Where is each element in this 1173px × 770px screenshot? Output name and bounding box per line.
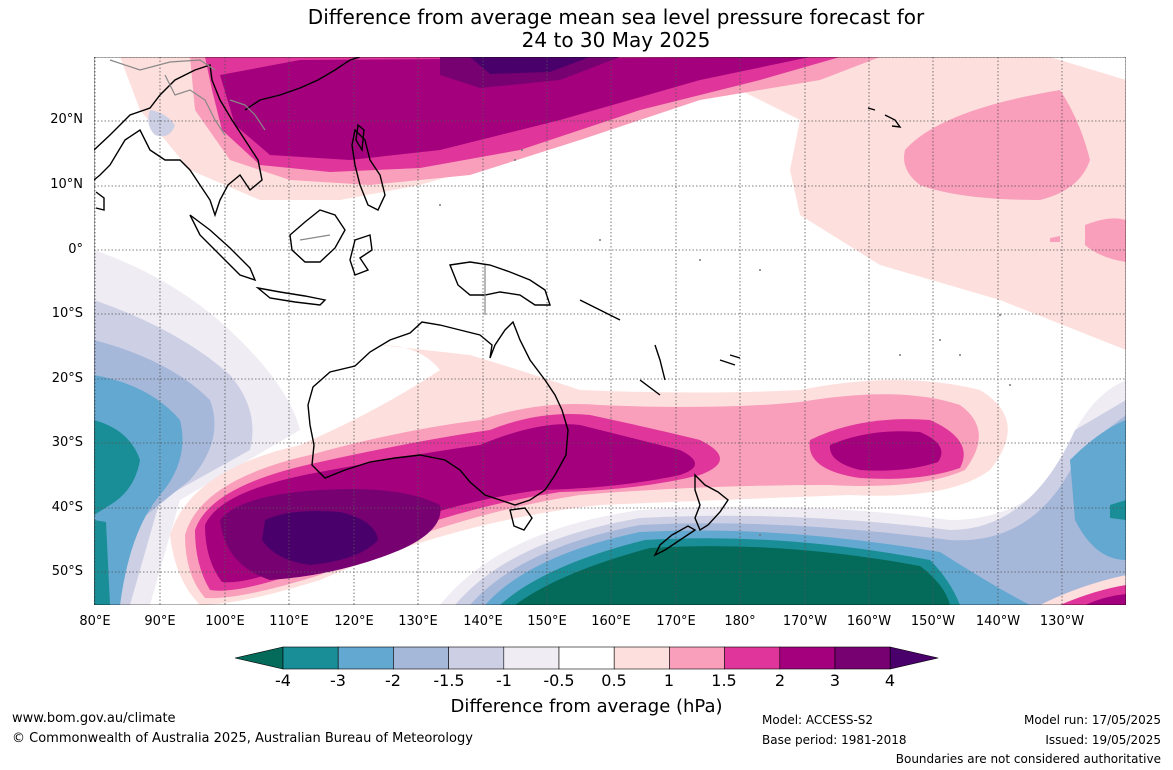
colorbar-tick-label: 1 bbox=[663, 671, 675, 690]
lat-label-20s: 20°S bbox=[51, 371, 83, 386]
colorbar-extend-high bbox=[889, 646, 939, 670]
issued-date: Issued: 19/05/2025 bbox=[1045, 733, 1161, 747]
lon-label-170e: 170°E bbox=[656, 614, 696, 629]
colorbar-title: Difference from average (hPa) bbox=[450, 696, 723, 717]
new-zealand-north bbox=[694, 473, 729, 532]
lon-label-160e: 160°E bbox=[591, 614, 631, 629]
title-line-2: 24 to 30 May 2025 bbox=[521, 28, 711, 52]
lat-label-20n: 20°N bbox=[50, 112, 83, 127]
tasmania-coast bbox=[509, 507, 533, 531]
colorbar-tick-label: -0.5 bbox=[543, 671, 575, 690]
lon-label-140e: 140°E bbox=[463, 614, 503, 629]
lat-label-50s: 50°S bbox=[51, 564, 83, 579]
colorbar-swatch bbox=[669, 646, 725, 670]
lon-label-180: 180° bbox=[724, 614, 756, 629]
lon-label-100e: 100°E bbox=[205, 614, 245, 629]
lon-label-140w: 140°W bbox=[975, 614, 1021, 629]
lon-label-170w: 170°W bbox=[782, 614, 828, 629]
colorbar-swatch bbox=[724, 646, 781, 670]
colorbar-tick-label: -1 bbox=[496, 671, 512, 690]
colorbar bbox=[234, 646, 939, 670]
colorbar-tick-label: 2 bbox=[774, 671, 786, 690]
south-positive-anomaly bbox=[170, 345, 1008, 605]
lon-label-160w: 160°W bbox=[846, 614, 892, 629]
lat-label-30s: 30°S bbox=[51, 435, 83, 450]
colorbar-swatch bbox=[613, 646, 670, 670]
lat-label-40s: 40°S bbox=[51, 500, 83, 515]
china-coast bbox=[244, 57, 361, 111]
model-name: Model: ACCESS-S2 bbox=[762, 713, 874, 727]
lon-label-130w: 130°W bbox=[1039, 614, 1085, 629]
colorbar-swatch bbox=[558, 646, 615, 670]
coastlines bbox=[94, 57, 902, 557]
java-coast bbox=[255, 286, 327, 306]
colorbar-tick-label: 4 bbox=[884, 671, 896, 690]
colorbar-swatch bbox=[448, 646, 505, 670]
sri-lanka bbox=[95, 191, 105, 211]
colorbar-tick-label: -1.5 bbox=[433, 671, 465, 690]
new-zealand-south bbox=[653, 525, 697, 557]
colorbar-extend-low bbox=[234, 646, 284, 670]
south-negative-anomaly bbox=[440, 380, 1126, 605]
lon-label-150w: 150°W bbox=[910, 614, 956, 629]
lon-label-130e: 130°E bbox=[398, 614, 438, 629]
new-guinea-coast bbox=[449, 261, 551, 306]
lat-label-0: 0° bbox=[68, 242, 83, 257]
hawaii bbox=[867, 107, 902, 128]
colorbar-swatch bbox=[393, 646, 449, 670]
website-link[interactable]: www.bom.gov.au/climate bbox=[12, 711, 176, 726]
lat-label-10n: 10°N bbox=[50, 177, 83, 192]
borders bbox=[109, 59, 486, 315]
lon-label-80e: 80°E bbox=[79, 614, 111, 629]
lon-label-110e: 110°E bbox=[269, 614, 309, 629]
vanuatu bbox=[654, 344, 666, 381]
australia-coast bbox=[307, 320, 569, 506]
borneo-coast bbox=[289, 209, 346, 263]
gridlines bbox=[94, 57, 1126, 605]
colorbar-swatch bbox=[779, 646, 836, 670]
colorbar-tick-label: -2 bbox=[385, 671, 401, 690]
colorbar-swatch bbox=[834, 646, 891, 670]
lat-label-10s: 10°S bbox=[51, 306, 83, 321]
philippines-coast bbox=[351, 128, 386, 211]
taiwan-coast bbox=[355, 123, 365, 153]
mainland-asia-coast bbox=[94, 64, 263, 218]
boundaries-disclaimer: Boundaries are not considered authoritat… bbox=[895, 752, 1161, 766]
fiji bbox=[719, 354, 741, 366]
colorbar-tick-label: -3 bbox=[330, 671, 346, 690]
base-period: Base period: 1981-2018 bbox=[762, 733, 907, 747]
solomon-islands bbox=[579, 299, 621, 321]
colorbar-swatch bbox=[282, 646, 339, 670]
title-line-1: Difference from average mean sea level p… bbox=[307, 5, 925, 29]
colorbar-tick-label: -4 bbox=[275, 671, 291, 690]
colorbar-swatch bbox=[337, 646, 394, 670]
sulawesi-coast bbox=[349, 234, 373, 276]
colorbar-swatch bbox=[503, 646, 560, 670]
copyright-text: © Commonwealth of Australia 2025, Austra… bbox=[12, 731, 473, 746]
model-run-date: Model run: 17/05/2025 bbox=[1023, 713, 1161, 727]
lon-label-120e: 120°E bbox=[334, 614, 374, 629]
colorbar-tick-label: 0.5 bbox=[601, 671, 627, 690]
west-negative-anomaly bbox=[94, 110, 300, 605]
colorbar-tick-label: 1.5 bbox=[711, 671, 737, 690]
lon-label-150e: 150°E bbox=[527, 614, 567, 629]
new-caledonia bbox=[639, 379, 661, 396]
colorbar-tick-label: 3 bbox=[829, 671, 841, 690]
lon-label-90e: 90°E bbox=[144, 614, 176, 629]
small-islands bbox=[439, 149, 1011, 536]
sumatra-coast bbox=[189, 214, 257, 282]
